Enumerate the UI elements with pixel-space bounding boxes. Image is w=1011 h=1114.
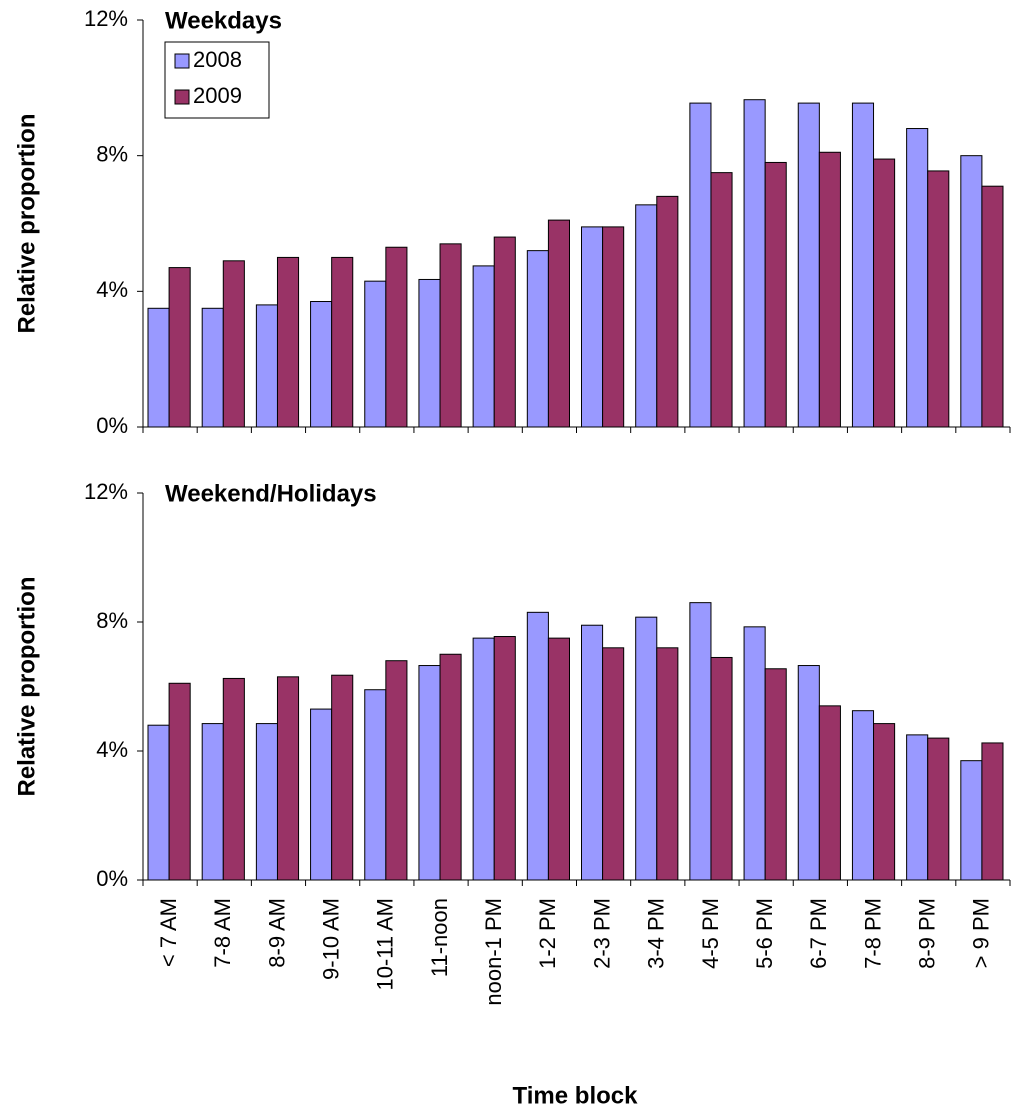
bar xyxy=(927,170,950,428)
bar xyxy=(960,760,983,881)
bar xyxy=(418,278,441,428)
legend-label: 2008 xyxy=(193,47,242,72)
bar xyxy=(743,99,766,428)
bar xyxy=(797,665,820,881)
bar xyxy=(493,636,516,881)
x-tick-label: 5-6 PM xyxy=(752,898,777,969)
bar xyxy=(689,602,712,881)
bar xyxy=(656,647,679,881)
chart-title: Weekdays xyxy=(165,7,282,34)
bar xyxy=(147,724,170,881)
bar xyxy=(689,102,712,428)
bar xyxy=(276,256,300,428)
y-axis-label: Relative proportion xyxy=(13,576,40,796)
bar xyxy=(906,128,929,428)
bar xyxy=(635,204,658,428)
bar xyxy=(439,243,462,428)
bar xyxy=(873,723,896,881)
bar xyxy=(851,102,875,428)
bar xyxy=(764,161,787,428)
legend-swatch xyxy=(174,89,190,105)
bar xyxy=(385,246,408,428)
x-tick-label: 9-10 AM xyxy=(318,898,343,980)
chart-title: Weekend/Holidays xyxy=(165,480,377,507)
bar xyxy=(310,301,333,428)
bar xyxy=(526,611,549,881)
bar xyxy=(168,682,191,881)
x-tick-label: 11-noon xyxy=(427,898,452,977)
bar xyxy=(331,256,354,428)
bar xyxy=(255,723,278,881)
bar xyxy=(526,250,549,428)
bar xyxy=(981,185,1004,428)
x-tick-label: 7-8 AM xyxy=(210,898,235,968)
bar xyxy=(851,710,875,881)
bar xyxy=(547,637,570,881)
bar xyxy=(168,267,191,428)
y-tick-label: 4% xyxy=(96,277,128,302)
bar xyxy=(310,708,333,881)
x-tick-label: 10-11 AM xyxy=(373,898,398,991)
bar xyxy=(493,236,516,428)
legend-swatch xyxy=(174,53,190,69)
y-tick-label: 8% xyxy=(96,141,128,166)
bar xyxy=(818,151,841,428)
bar xyxy=(873,158,896,428)
bar xyxy=(710,656,733,881)
bar xyxy=(364,280,387,428)
x-tick-label: 3-4 PM xyxy=(644,898,669,969)
bar xyxy=(385,660,408,881)
x-tick-label: 4-5 PM xyxy=(698,898,723,969)
x-tick-label: noon-1 PM xyxy=(481,898,506,1006)
y-tick-label: 0% xyxy=(96,413,128,438)
x-tick-label: 2-3 PM xyxy=(589,898,614,969)
bar xyxy=(201,723,224,881)
x-tick-label: 7-8 PM xyxy=(860,898,885,969)
bar xyxy=(927,737,950,881)
x-tick-label: > 9 PM xyxy=(969,898,994,968)
bar xyxy=(255,304,278,428)
bar xyxy=(743,626,766,881)
y-tick-label: 12% xyxy=(84,6,128,31)
legend-label: 2009 xyxy=(193,83,242,108)
y-tick-label: 4% xyxy=(96,737,128,762)
bar xyxy=(602,647,625,881)
bar xyxy=(710,172,733,428)
bar xyxy=(222,677,245,881)
x-tick-label: < 7 AM xyxy=(156,898,181,967)
x-axis-label: Time block xyxy=(513,1082,639,1109)
bar xyxy=(418,665,441,881)
bar xyxy=(602,226,625,428)
bar xyxy=(906,734,929,881)
bar xyxy=(581,624,604,881)
bar xyxy=(656,195,679,428)
bar xyxy=(201,307,224,428)
y-tick-label: 12% xyxy=(84,479,128,504)
y-axis-label: Relative proportion xyxy=(13,113,40,333)
bar xyxy=(581,226,604,428)
y-tick-label: 0% xyxy=(96,866,128,891)
bar xyxy=(960,155,983,428)
bar xyxy=(472,265,495,428)
bar xyxy=(276,676,300,881)
x-tick-label: 1-2 PM xyxy=(535,898,560,969)
bar xyxy=(818,705,841,881)
bar xyxy=(547,219,570,428)
bar xyxy=(439,653,462,881)
bar xyxy=(222,260,245,428)
x-tick-label: 8-9 PM xyxy=(915,898,940,969)
x-tick-label: 8-9 AM xyxy=(264,898,289,968)
x-tick-label: 6-7 PM xyxy=(806,898,831,969)
bar xyxy=(147,307,170,428)
bar xyxy=(981,742,1004,881)
bar xyxy=(331,674,354,881)
bar xyxy=(797,102,820,428)
bar xyxy=(472,637,495,881)
bar xyxy=(635,616,658,881)
bar xyxy=(764,668,787,881)
y-tick-label: 8% xyxy=(96,608,128,633)
bar xyxy=(364,689,387,881)
